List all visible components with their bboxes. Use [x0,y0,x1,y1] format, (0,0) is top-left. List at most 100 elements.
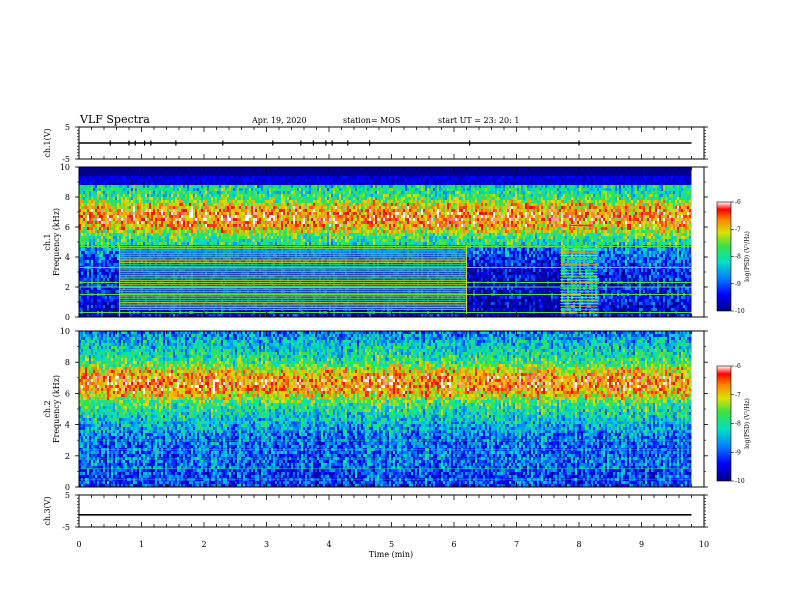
spectrogram-cell [233,242,236,246]
spectrogram-cell [221,224,224,228]
spectrogram-cell [149,179,152,183]
spectrogram-cell [173,227,176,231]
spectrogram-cell [269,227,272,231]
spectrogram-cell [123,167,126,171]
spectrogram-cell [269,224,272,228]
spectrogram-cell [255,227,258,231]
spectrogram-cell [247,221,250,225]
spectrogram-cell [83,209,86,213]
spectrogram-cell [101,215,104,219]
spectrogram-cell [101,272,104,276]
spectrogram-cell [181,194,184,198]
spectrogram-cell [111,170,114,174]
spectrogram-cell [121,221,124,225]
spectrogram-cell [183,314,186,317]
spectrogram-cell [147,227,150,231]
spectrogram-cell [105,170,108,174]
spectrogram-cell [261,197,264,201]
spectrogram-cell [93,308,96,312]
spectrogram-cell [205,182,208,186]
spectrogram-cell [259,185,262,189]
spectrogram-cell [213,206,216,210]
spectrogram-cell [163,170,166,174]
spectrogram-cell [195,206,198,210]
spectrogram-cell [91,188,94,192]
spectrogram-cell [243,233,246,237]
spectrogram-cell [91,230,94,234]
spectrogram-cell [187,230,190,234]
spectrogram-cell [113,257,116,261]
spectrogram-cell [247,218,250,222]
spectrogram-cell [107,257,110,261]
spectrogram-cell [133,206,136,210]
spectrogram-cell [93,269,96,273]
spectrogram-cell [195,215,198,219]
spectrogram-cell [157,200,160,204]
spectrogram-cell [91,257,94,261]
spectrogram-cell [179,179,182,183]
spectrogram-cell [211,227,214,231]
spectrogram-cell [133,188,136,192]
spectrogram-cell [215,224,218,228]
spectrogram-cell [185,197,188,201]
spectrogram-cell [189,242,192,246]
spectrogram-cell [249,227,252,231]
spectrogram-cell [227,188,230,192]
spectrogram-cell [89,206,92,210]
spectrogram-cell [157,206,160,210]
spectrogram-cell [241,236,244,240]
spectrogram-cell [81,305,84,309]
spectrogram-cell [91,200,94,204]
spectrogram-cell [157,215,160,219]
spectrogram-cell [117,224,120,228]
spectrogram-cell [117,296,120,300]
spectrogram-cell [213,209,216,213]
spectrogram-cell [181,179,184,183]
spectrogram-cell [131,242,134,246]
spectrogram-cell [153,239,156,243]
spectrogram-cell [205,239,208,243]
spectrogram-cell [117,269,120,273]
spectrogram-cell [115,203,118,207]
spectrogram-cell [189,170,192,174]
spectrogram-cell [145,215,148,219]
spectrogram-cell [101,308,104,312]
spectrogram-cell [85,218,88,222]
spectrogram-cell [155,224,158,228]
spectrogram-cell [209,191,212,195]
spectrogram-cell [219,230,222,234]
spectrogram-cell [257,224,260,228]
spectrogram-cell [81,170,84,174]
spectrogram-cell [193,227,196,231]
spectrogram-cell [103,173,106,177]
spectrogram-cell [161,236,164,240]
spectrogram-cell [185,194,188,198]
spectrogram-cell [101,179,104,183]
spectrogram-cell [153,185,156,189]
spectrogram-cell [81,302,84,306]
spectrogram-cell [141,233,144,237]
spectrogram-cell [259,218,262,222]
spectrogram-cell [245,170,248,174]
spectrogram-cell [207,170,210,174]
spectrogram-cell [197,185,200,189]
spectrogram-cell [141,176,144,180]
spectrogram-cell [197,203,200,207]
spectrogram-cell [193,200,196,204]
spectrogram-cell [93,182,96,186]
spectrogram-cell [271,176,274,180]
spectrogram-cell [165,170,168,174]
spectrogram-cell [111,221,114,225]
spectrogram-cell [247,167,250,171]
spectrogram-cell [141,218,144,222]
spectrogram-cell [175,221,178,225]
spectrogram-cell [241,209,244,213]
spectrogram-cell [227,182,230,186]
spectrogram-cell [255,221,258,225]
spectrogram-cell [157,182,160,186]
spectrogram-cell [127,185,130,189]
spectrogram-cell [263,194,266,198]
spectrogram-cell [97,206,100,210]
spectrogram-cell [245,209,248,213]
spectrogram-cell [185,224,188,228]
